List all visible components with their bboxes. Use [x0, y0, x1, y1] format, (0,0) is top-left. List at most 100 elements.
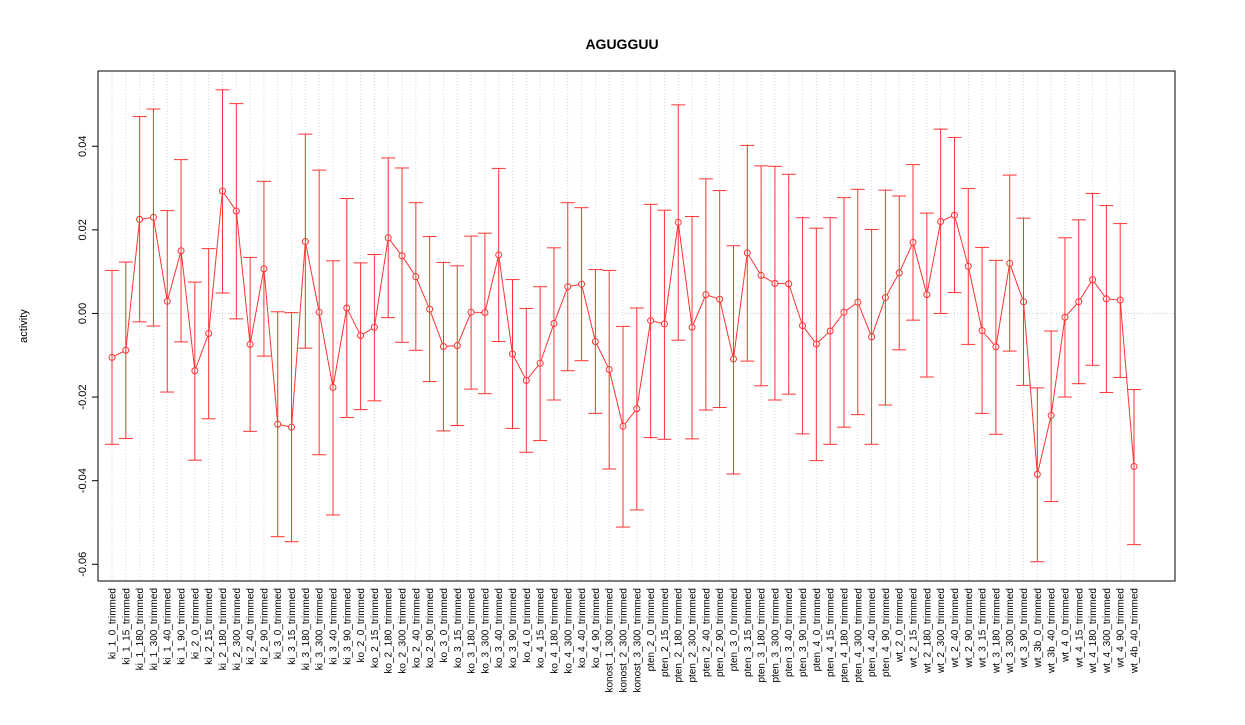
series-segment	[528, 366, 538, 378]
x-tick-label: pten_3_300_trimmed	[770, 588, 781, 683]
x-tick-label: wt_4_300_trimmed	[1102, 588, 1113, 674]
x-tick-label: ko_4_90_trimmed	[591, 588, 602, 668]
series-segment	[306, 245, 319, 310]
x-tick-label: ko_3_0_trimmed	[439, 588, 450, 662]
series-segment	[819, 333, 828, 342]
series-segment	[417, 279, 428, 306]
x-tick-label: ko_2_90_trimmed	[425, 588, 436, 668]
error-bars	[105, 90, 1141, 562]
series-segment	[1038, 418, 1050, 471]
series-segment	[720, 302, 732, 356]
x-tick-label: wt_3b_40_trimmed	[1047, 588, 1058, 674]
series-segment	[969, 269, 982, 328]
x-tick-label: wt_3_180_trimmed	[991, 588, 1002, 674]
x-tick-label: konost_1_300_trimmed	[605, 588, 616, 693]
series-line	[115, 193, 1134, 471]
x-tick-label: ki_2_0_trimmed	[190, 588, 201, 659]
series-segment	[955, 218, 967, 263]
series-segment	[375, 241, 388, 325]
series-segment	[597, 344, 608, 367]
series-segment	[1120, 303, 1133, 463]
x-tick-label: ko_2_15_trimmed	[370, 588, 381, 668]
series-segment	[115, 352, 123, 356]
series-segment	[625, 411, 635, 424]
x-tick-label: wt_3_15_trimmed	[978, 588, 989, 668]
series-segment	[168, 254, 180, 299]
x-tick-label: ki_2_90_trimmed	[259, 588, 270, 665]
series-segment	[734, 256, 747, 356]
y-tick-label: -0.06	[77, 552, 89, 577]
series-segment	[320, 315, 333, 384]
x-tick-label: pten_2_0_trimmed	[646, 588, 657, 671]
x-tick-label: pten_4_90_trimmed	[881, 588, 892, 677]
x-tick-label: wt_4_90_trimmed	[1116, 588, 1127, 668]
series-segment	[363, 329, 372, 334]
x-tick-label: pten_3_15_trimmed	[743, 588, 754, 677]
series-segment	[749, 255, 760, 272]
x-tick-label: konost_3_300_trimmed	[632, 588, 643, 693]
series-segment	[348, 311, 359, 333]
series-segment	[181, 254, 194, 368]
x-tick-label: pten_2_90_trimmed	[715, 588, 726, 677]
x-tick-label: ki_2_15_trimmed	[204, 588, 215, 665]
x-tick-label: wt_4_15_trimmed	[1074, 588, 1085, 668]
x-tick-label: wt_2_300_trimmed	[936, 588, 947, 674]
series-segment	[927, 224, 940, 291]
series-segment	[390, 240, 400, 253]
x-tick-label: pten_3_90_trimmed	[798, 588, 809, 677]
x-tick-label: pten_4_180_trimmed	[839, 588, 850, 683]
series-segment	[281, 425, 289, 427]
y-tick-label: -0.02	[77, 385, 89, 410]
x-tick-label: pten_2_300_trimmed	[688, 588, 699, 683]
x-tick-label: ko_2_300_trimmed	[398, 588, 409, 674]
x-tick-label: ko_3_300_trimmed	[480, 588, 491, 674]
y-tick-label: 0.00	[77, 303, 89, 324]
x-tick-label: pten_3_180_trimmed	[757, 588, 768, 683]
x-tick-label: ki_1_180_trimmed	[135, 588, 146, 670]
x-tick-label: ki_3_300_trimmed	[315, 588, 326, 670]
x-tick-label: ki_1_90_trimmed	[177, 588, 188, 665]
series-segment	[1011, 266, 1023, 299]
x-tick-label: wt_2_15_trimmed	[909, 588, 920, 668]
x-tick-label: ko_3_90_trimmed	[508, 588, 519, 668]
x-tick-label: wt_3b_0_trimmed	[1033, 588, 1044, 668]
x-tick-label: wt_3_300_trimmed	[1005, 588, 1016, 674]
series-segment	[541, 326, 553, 360]
x-tick-label: wt_2_90_trimmed	[964, 588, 975, 668]
x-tick-label: ki_2_180_trimmed	[218, 588, 229, 670]
x-tick-label: ko_2_180_trimmed	[384, 588, 395, 674]
series-segment	[404, 258, 415, 274]
series-segment	[790, 287, 802, 323]
y-tick-label: 0.04	[77, 136, 89, 157]
x-tick-label: wt_2_0_trimmed	[895, 588, 906, 663]
series-segment	[943, 216, 951, 220]
series-segment	[693, 297, 704, 324]
series-segment	[431, 312, 443, 344]
x-tick-label: wt_4_180_trimmed	[1088, 588, 1099, 674]
x-tick-label: ko_4_0_trimmed	[522, 588, 533, 662]
series-segment	[764, 277, 773, 282]
x-tick-label: pten_2_15_trimmed	[660, 588, 671, 677]
series-segment	[1052, 320, 1065, 412]
series-segment	[887, 276, 898, 295]
x-tick-label: ki_1_0_trimmed	[108, 588, 119, 659]
series-segment	[859, 305, 871, 334]
series-segment	[1094, 282, 1104, 296]
series-segment	[914, 245, 926, 291]
x-tick-label: wt_3_90_trimmed	[1019, 588, 1030, 668]
series-segment	[237, 214, 250, 341]
series-segment	[582, 287, 594, 338]
y-tick-label: 0.02	[77, 219, 89, 240]
series-segment	[196, 336, 208, 368]
x-tick-label: pten_4_40_trimmed	[867, 588, 878, 677]
x-tick-label: ki_3_0_trimmed	[273, 588, 284, 659]
series-segment	[1080, 282, 1091, 299]
series-segment	[654, 321, 662, 323]
series-segment	[665, 225, 678, 321]
series-segment	[873, 300, 885, 334]
series-segment	[458, 315, 470, 343]
x-tick-label: ki_2_300_trimmed	[232, 588, 243, 670]
